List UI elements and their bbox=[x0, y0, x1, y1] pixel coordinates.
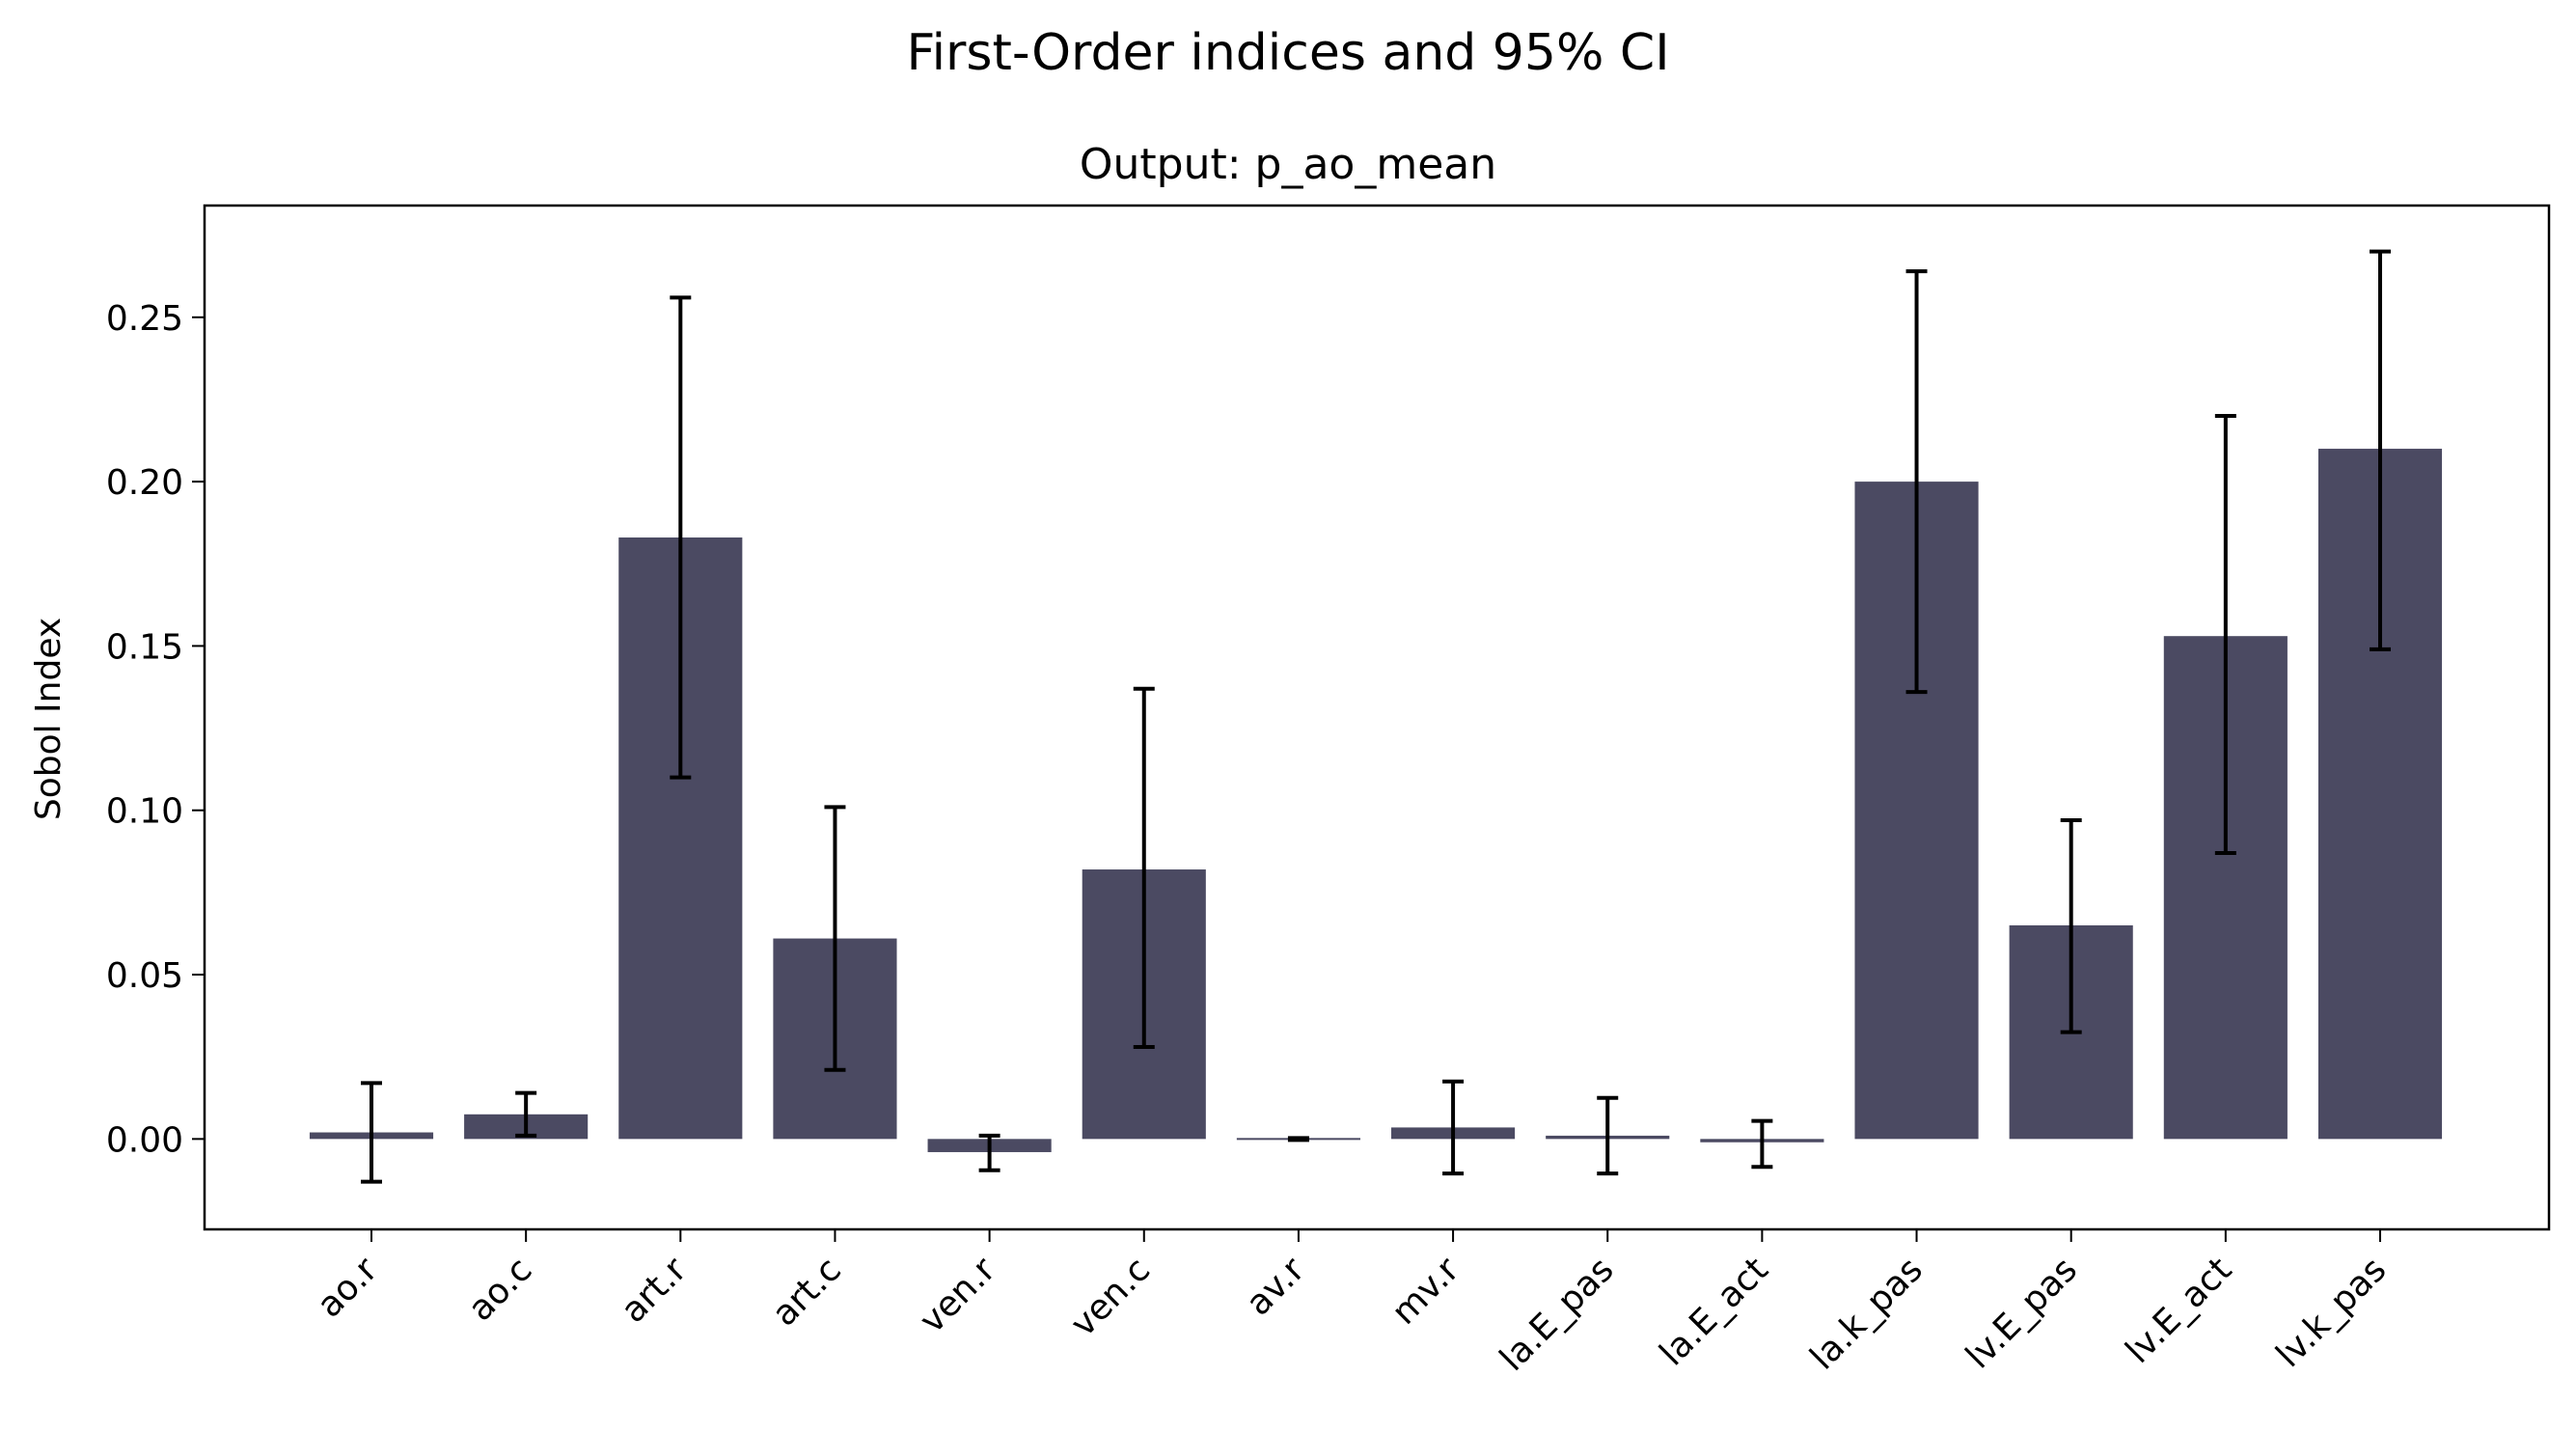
errorbar-art.r bbox=[670, 295, 692, 780]
y-tick-label: 0.25 bbox=[106, 299, 183, 339]
errorbar-la.E_pas bbox=[1597, 1095, 1619, 1176]
error-bars bbox=[361, 249, 2391, 1184]
errorbar-art.c bbox=[824, 805, 846, 1072]
errorbar-la.E_act bbox=[1751, 1118, 1773, 1170]
errorbar-lv.E_act bbox=[2214, 413, 2236, 856]
x-tick-label-lv.E_act: lv.E_act bbox=[2119, 1250, 2240, 1371]
x-tick-label-lv.k_pas: lv.k_pas bbox=[2269, 1250, 2395, 1375]
chart-title: Output: p_ao_mean bbox=[1080, 140, 1496, 189]
x-tick-label-la.E_pas: la.E_pas bbox=[1493, 1250, 1622, 1379]
y-tick-label: 0.00 bbox=[106, 1120, 183, 1160]
bars bbox=[309, 449, 2443, 1152]
plot-frame bbox=[203, 204, 2551, 1231]
errorbar-ven.c bbox=[1133, 686, 1155, 1049]
y-tick-label: 0.05 bbox=[106, 956, 183, 996]
x-tick-label-la.E_act: la.E_act bbox=[1653, 1250, 1776, 1373]
chart-suptitle: First-Order indices and 95% CI bbox=[906, 24, 1669, 82]
errorbar-ao.r bbox=[361, 1081, 382, 1184]
x-tick-label-av.r: av.r bbox=[1239, 1250, 1312, 1323]
x-tick-label-ven.r: ven.r bbox=[913, 1250, 1004, 1341]
y-tick-label: 0.20 bbox=[106, 463, 183, 503]
x-tick-label-lv.E_pas: lv.E_pas bbox=[1959, 1250, 2085, 1376]
x-tick-label-mv.r: mv.r bbox=[1384, 1250, 1467, 1333]
errorbar-ao.c bbox=[515, 1090, 537, 1138]
x-axis: ao.r ao.c art.r art.c ven.r ven.c av.r mv.r la.E… bbox=[310, 1229, 2394, 1379]
x-tick-label-la.k_pas: la.k_pas bbox=[1803, 1250, 1931, 1377]
errorbar-la.k_pas bbox=[1905, 269, 1928, 695]
y-axis-label: Sobol Index bbox=[29, 618, 69, 820]
y-axis: 0.00 0.05 0.10 0.15 0.20 0.25 bbox=[106, 299, 205, 1160]
x-tick-label-ven.c: ven.c bbox=[1063, 1250, 1158, 1344]
x-tick-label-art.r: art.r bbox=[614, 1250, 695, 1331]
x-tick-label-art.c: art.c bbox=[765, 1250, 849, 1334]
y-tick-label: 0.15 bbox=[106, 627, 183, 667]
errorbar-lv.E_pas bbox=[2060, 817, 2082, 1034]
errorbar-ven.r bbox=[978, 1133, 1000, 1172]
errorbar-mv.r bbox=[1442, 1079, 1465, 1176]
y-tick-label: 0.10 bbox=[106, 792, 183, 832]
x-tick-label-ao.c: ao.c bbox=[461, 1250, 540, 1329]
errorbar-lv.k_pas bbox=[2370, 249, 2391, 651]
x-tick-label-ao.r: ao.r bbox=[310, 1250, 385, 1325]
